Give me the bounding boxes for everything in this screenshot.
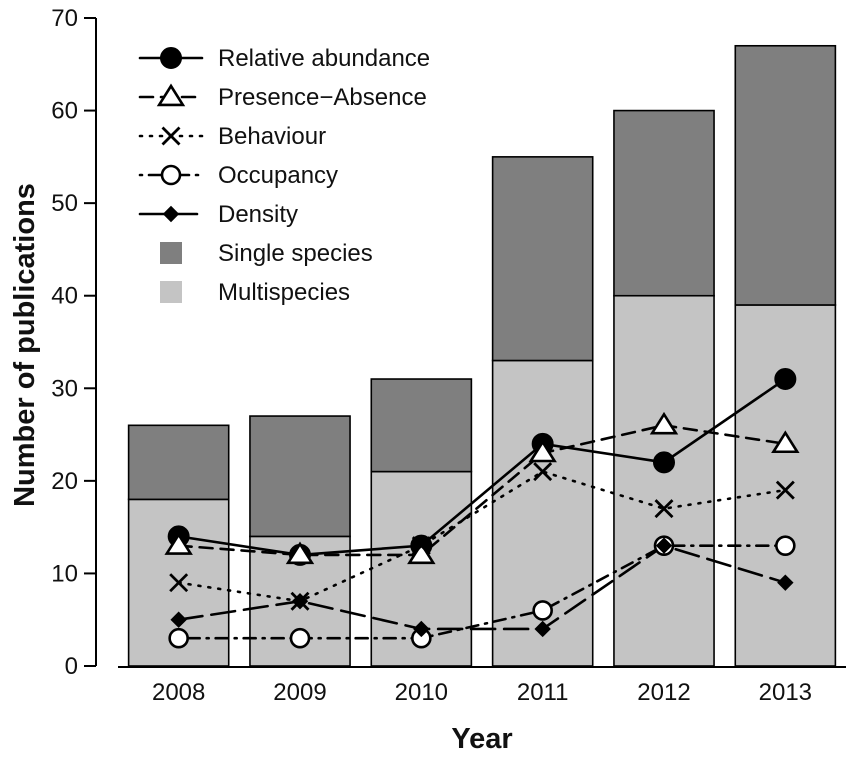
point-density-2013	[777, 574, 794, 591]
point-behaviour-2012	[654, 499, 674, 519]
line-occupancy	[177, 544, 787, 640]
bar-multispecies-2013	[734, 304, 837, 667]
legend-label: Occupancy	[218, 162, 338, 189]
bar-single-species-2011	[491, 156, 594, 362]
bars-layer	[127, 44, 837, 667]
bar-multispecies-2012	[613, 294, 715, 667]
legend: Relative abundance Presence−Absence Behavi…	[138, 45, 430, 306]
line-density	[177, 544, 787, 631]
lines-layer	[177, 377, 787, 640]
point-behaviour-2013	[775, 480, 795, 500]
x-tick-label: 2013	[759, 679, 812, 706]
x-tick-label: 2011	[517, 679, 569, 706]
point-presence-absence-2009	[285, 541, 315, 565]
y-tick-label: 0	[65, 653, 78, 680]
point-presence-absence-2013	[771, 430, 800, 454]
bar-single-species-2008	[127, 424, 230, 501]
y-tick-label: 70	[51, 5, 78, 32]
point-behaviour-2011	[533, 462, 553, 482]
legend-item-single-species: Single species	[160, 240, 373, 267]
legend-item-multispecies: Multispecies	[160, 279, 350, 306]
y-tick-label: 20	[51, 468, 78, 495]
legend-item-presence-absence: Presence−Absence	[138, 83, 427, 111]
point-relative-abundance-2013	[774, 368, 797, 391]
legend-marker-behaviour	[161, 126, 181, 146]
legend-label: Density	[218, 201, 298, 228]
y-tick-label: 30	[51, 375, 78, 402]
legend-label: Single species	[218, 240, 373, 267]
legend-swatch-single-species	[160, 242, 182, 264]
point-occupancy-2009	[289, 627, 311, 649]
legend-item-density: Density	[138, 201, 298, 228]
point-density-2009	[291, 592, 309, 610]
point-relative-abundance-2012	[653, 451, 675, 474]
point-behaviour-2008	[169, 573, 189, 593]
bar-single-species-2013	[734, 44, 837, 306]
axes-layer: 0 10 20 30 40 50 60 70 2008 2009 2010 2011 2012 2013	[51, 5, 846, 706]
y-tick-label: 40	[51, 283, 78, 310]
legend-swatch-multispecies	[160, 281, 182, 303]
x-tick-label: 2008	[152, 679, 205, 706]
point-occupancy-2013	[775, 535, 796, 556]
x-tick-label: 2010	[395, 679, 448, 706]
legend-item-occupancy: Occupancy	[138, 162, 338, 189]
bar-single-species-2012	[613, 109, 715, 297]
legend-marker-occupancy	[160, 164, 182, 186]
bar-single-species-2009	[249, 415, 351, 538]
legend-label: Relative abundance	[218, 45, 430, 72]
legend-marker-presence-absence	[156, 83, 186, 107]
y-axis-title: Number of publications	[9, 183, 41, 507]
x-tick-label: 2012	[637, 679, 690, 706]
point-behaviour-2010	[411, 536, 431, 556]
legend-marker-relative-abundance	[160, 47, 182, 69]
y-tick-label: 10	[51, 560, 78, 587]
point-presence-absence-2012	[649, 411, 679, 435]
legend-item-behaviour: Behaviour	[138, 123, 326, 150]
point-density-2010	[413, 620, 430, 638]
line-presence-absence	[177, 423, 787, 557]
point-occupancy-2011	[532, 600, 553, 621]
x-tick-label: 2009	[273, 679, 326, 706]
legend-marker-density	[162, 205, 180, 223]
line-behaviour	[177, 470, 787, 603]
point-density-2008	[170, 611, 187, 628]
x-axis-title: Year	[451, 723, 512, 755]
point-presence-absence-2008	[164, 532, 193, 555]
legend-label: Behaviour	[218, 123, 326, 150]
legend-label: Multispecies	[218, 279, 350, 306]
point-occupancy-2008	[168, 627, 189, 649]
point-density-2011	[534, 620, 551, 638]
y-tick-label: 60	[51, 98, 78, 125]
markers-layer	[164, 368, 800, 649]
point-density-2012	[655, 537, 673, 554]
legend-item-relative-abundance: Relative abundance	[138, 45, 430, 72]
bar-single-species-2010	[370, 378, 473, 473]
line-relative-abundance	[177, 377, 787, 557]
point-presence-absence-2011	[528, 439, 557, 463]
legend-label: Presence−Absence	[218, 84, 427, 111]
y-tick-label: 50	[51, 190, 78, 217]
